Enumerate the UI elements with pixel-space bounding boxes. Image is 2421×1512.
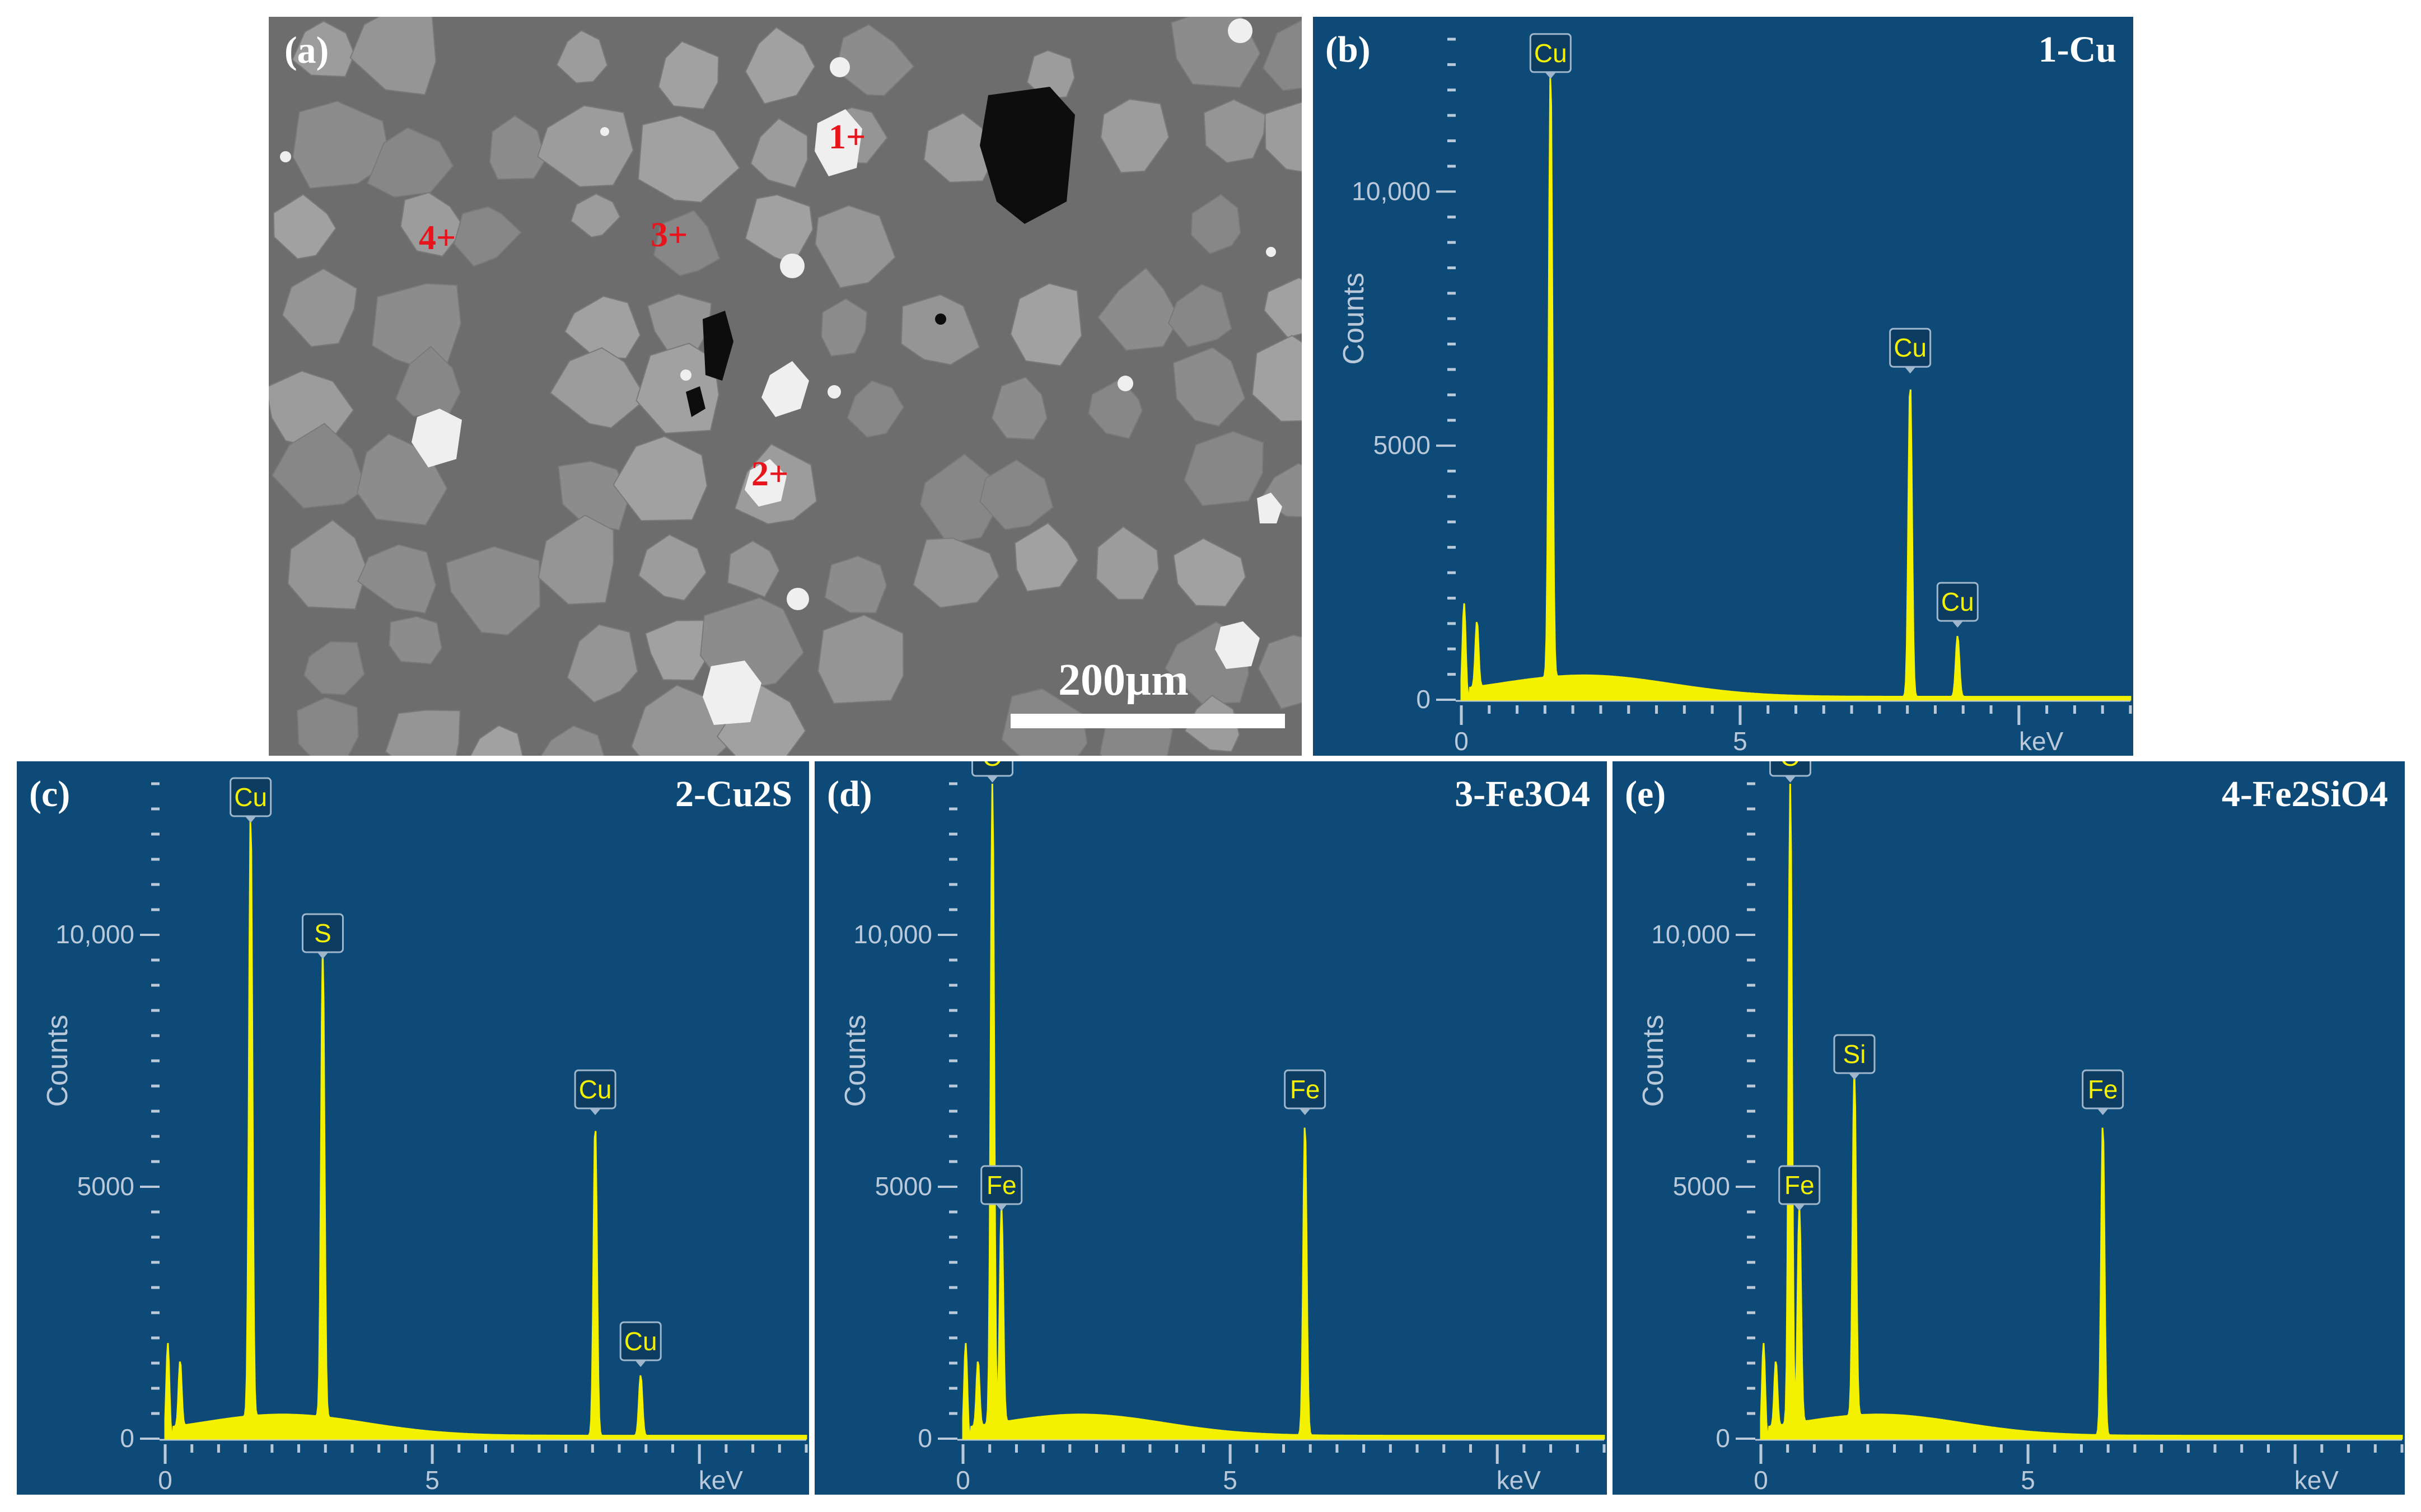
x-axis	[160, 1439, 808, 1464]
y-tick-label: 5000	[1373, 430, 1431, 460]
x-axis-label: keV	[2019, 727, 2064, 756]
spectrum-series	[962, 783, 1605, 1440]
x-axis	[1755, 1439, 2404, 1464]
plot-background	[815, 761, 1607, 1495]
peak-label-cu: Cu	[1936, 582, 1979, 628]
x-axis-label: keV	[1497, 1466, 1541, 1495]
y-tick-label: 0	[120, 1424, 134, 1453]
spectrum-plot: 0 5000 10,000 Counts 0 5 keV O Fe Si Fe (e) 4-Fe2SiO…	[1613, 761, 2405, 1495]
panel-title: 2-Cu2S	[675, 774, 792, 814]
peak-element: Cu	[234, 783, 267, 812]
sem-image	[269, 17, 1302, 756]
y-axis-label: Counts	[839, 1015, 872, 1107]
y-tick-label: 0	[918, 1424, 932, 1453]
sem-micrograph: (a) 1+ 2+ 3+ 4+ 200µm	[269, 17, 1302, 756]
peak-element: Si	[1843, 1040, 1866, 1069]
y-axis	[140, 782, 160, 1440]
peak-label-s: S	[301, 913, 344, 959]
peak-element: Fe	[987, 1171, 1017, 1200]
scale-bar	[1011, 714, 1285, 728]
spectrum-plot: 0 5000 10,000 Counts 0 5 keV Cu Cu Cu (b) 1-Cu	[1313, 17, 2133, 756]
peak-label-fe: Fe	[2082, 1069, 2124, 1115]
panel-label: (b)	[1325, 29, 1371, 70]
x-axis-label: keV	[699, 1466, 744, 1495]
y-tick-label: 10,000	[55, 920, 134, 949]
y-axis	[1436, 38, 1456, 701]
panel-title: 1-Cu	[2039, 29, 2116, 70]
peak-element: Cu	[579, 1075, 612, 1104]
point-marker-3: 3+	[651, 216, 688, 254]
plot-background	[17, 761, 809, 1495]
y-axis-label: Counts	[41, 1015, 74, 1107]
y-axis	[938, 782, 957, 1440]
peak-element: O	[1780, 761, 1801, 771]
x-tick-label: 0	[1454, 727, 1469, 756]
panel-label-a: (a)	[284, 29, 329, 71]
peak-label-cu: Cu	[1529, 33, 1572, 79]
peak-label-cu: Cu	[574, 1069, 616, 1115]
y-tick-label: 10,000	[1651, 920, 1730, 949]
peak-label-cu: Cu	[230, 777, 272, 823]
x-tick-label: 0	[158, 1466, 172, 1495]
panel-label: (d)	[827, 774, 872, 814]
peak-element: Fe	[1784, 1171, 1815, 1200]
y-tick-label: 5000	[875, 1172, 932, 1201]
point-marker-1: 1+	[829, 118, 866, 156]
y-tick-label: 10,000	[1352, 176, 1431, 205]
x-tick-label: 5	[425, 1466, 440, 1495]
plot-background	[1313, 17, 2133, 756]
peak-element: Cu	[624, 1327, 657, 1356]
panel-title: 3-Fe3O4	[1455, 774, 1590, 814]
spectrum-plot: 0 5000 10,000 Counts 0 5 keV O Fe Fe (d) 3-Fe3O4	[815, 761, 1607, 1495]
y-tick-label: 5000	[77, 1172, 134, 1201]
spectrum-series	[1460, 77, 2132, 701]
x-axis	[1456, 700, 2132, 725]
spectrum-series	[164, 821, 807, 1440]
y-tick-label: 0	[1416, 685, 1431, 714]
peak-label-si: Si	[1833, 1034, 1876, 1080]
peak-element: Cu	[1894, 333, 1927, 362]
peak-element: Cu	[1534, 39, 1567, 68]
eds-spectrum-c: 0 5000 10,000 Counts 0 5 keV Cu S Cu Cu (c) 2-Cu2S	[17, 761, 809, 1495]
peak-label-fe: Fe	[980, 1165, 1023, 1211]
peak-element: Fe	[1290, 1075, 1320, 1104]
y-axis-label: Counts	[1338, 273, 1370, 365]
spectrum-series	[1760, 783, 2403, 1440]
peak-element: Cu	[1941, 587, 1974, 616]
peak-element: S	[314, 919, 331, 948]
panel-label: (e)	[1625, 774, 1666, 814]
eds-spectrum-e: 0 5000 10,000 Counts 0 5 keV O Fe Si Fe (e) 4-Fe2SiO…	[1613, 761, 2405, 1495]
plot-background	[1613, 761, 2405, 1495]
eds-spectrum-b: 0 5000 10,000 Counts 0 5 keV Cu Cu Cu (b) 1-Cu	[1313, 17, 2133, 756]
y-tick-label: 10,000	[853, 920, 932, 949]
panel-title: 4-Fe2SiO4	[2222, 774, 2388, 814]
x-tick-label: 0	[956, 1466, 970, 1495]
scale-bar-label: 200µm	[1058, 656, 1189, 705]
spectrum-plot: 0 5000 10,000 Counts 0 5 keV Cu S Cu Cu (c) 2-Cu2S	[17, 761, 809, 1495]
peak-label-cu: Cu	[619, 1321, 662, 1367]
y-tick-label: 5000	[1673, 1172, 1730, 1201]
peak-label-fe: Fe	[1284, 1069, 1326, 1115]
x-tick-label: 5	[1733, 727, 1747, 756]
peak-element: Fe	[2088, 1075, 2118, 1104]
y-axis	[1736, 782, 1755, 1440]
point-marker-4: 4+	[419, 219, 456, 257]
peak-label-cu: Cu	[1889, 327, 1932, 374]
x-axis-label: keV	[2294, 1466, 2339, 1495]
eds-spectrum-d: 0 5000 10,000 Counts 0 5 keV O Fe Fe (d) 3-Fe3O4	[815, 761, 1607, 1495]
peak-element: O	[983, 761, 1003, 771]
x-tick-label: 0	[1754, 1466, 1768, 1495]
peak-label-o: O	[971, 761, 1013, 783]
x-tick-label: 5	[1223, 1466, 1237, 1495]
y-axis-label: Counts	[1637, 1015, 1670, 1107]
peak-label-o: O	[1769, 761, 1811, 783]
point-marker-2: 2+	[751, 455, 789, 493]
peak-label-fe: Fe	[1778, 1165, 1821, 1211]
panel-label: (c)	[29, 774, 70, 814]
x-axis	[957, 1439, 1606, 1464]
y-tick-label: 0	[1716, 1424, 1730, 1453]
x-tick-label: 5	[2021, 1466, 2035, 1495]
